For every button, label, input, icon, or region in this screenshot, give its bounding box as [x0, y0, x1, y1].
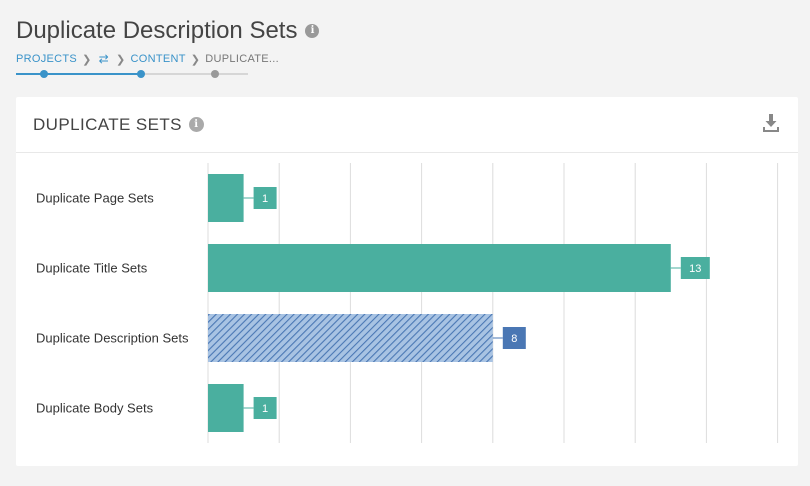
data-label: 1 — [262, 193, 268, 205]
data-label-box — [502, 327, 526, 349]
category-label: Duplicate Body Sets — [36, 400, 154, 416]
data-label-box — [680, 257, 710, 279]
bar[interactable] — [208, 314, 493, 362]
progress-dot-content[interactable] — [137, 70, 145, 78]
bar[interactable] — [208, 384, 244, 432]
breadcrumb-projects[interactable]: PROJECTS — [16, 53, 78, 65]
data-label-box — [253, 397, 277, 419]
progress-dot-current — [211, 70, 219, 78]
category-label: Duplicate Title Sets — [36, 260, 148, 276]
data-label: 1 — [262, 403, 268, 415]
chevron-right-icon: ❯ — [115, 53, 126, 66]
breadcrumb: PROJECTS ❯ ⇄ ❯ CONTENT ❯ DUPLICATE... — [16, 52, 279, 66]
duplicate-sets-card: DUPLICATE SETS i 1 13 8 1 Duplicate Page Se… — [16, 97, 798, 466]
category-label: Duplicate Description Sets — [36, 330, 189, 346]
bar[interactable] — [208, 174, 244, 222]
chart-svg: 1 13 8 1 — [207, 163, 779, 443]
page-title: Duplicate Description Sets i — [16, 17, 320, 45]
data-label-box — [253, 187, 277, 209]
info-icon[interactable]: i — [188, 117, 204, 132]
duplicate-sets-chart: 1 13 8 1 Duplicate Page Sets Duplicate Title… — [16, 153, 798, 453]
card-header: DUPLICATE SETS i — [16, 97, 798, 153]
progress-dot-projects[interactable] — [40, 70, 48, 78]
download-icon[interactable] — [762, 113, 780, 133]
card-title: DUPLICATE SETS i — [33, 115, 204, 135]
page-title-text: Duplicate Description Sets — [16, 17, 298, 44]
chevron-right-icon: ❯ — [190, 53, 201, 66]
chevron-right-icon: ❯ — [82, 53, 92, 66]
bar[interactable] — [208, 244, 671, 292]
data-label: 13 — [689, 263, 701, 275]
swap-icon[interactable]: ⇄ — [98, 52, 109, 66]
breadcrumb-current: DUPLICATE... — [205, 53, 279, 65]
breadcrumb-content[interactable]: CONTENT — [130, 53, 186, 65]
progress-fill — [16, 73, 143, 75]
info-icon[interactable]: i — [305, 24, 320, 38]
breadcrumb-progress — [16, 70, 248, 78]
data-label: 8 — [511, 333, 517, 345]
card-title-text: DUPLICATE SETS — [33, 114, 182, 134]
category-label: Duplicate Page Sets — [36, 190, 154, 206]
